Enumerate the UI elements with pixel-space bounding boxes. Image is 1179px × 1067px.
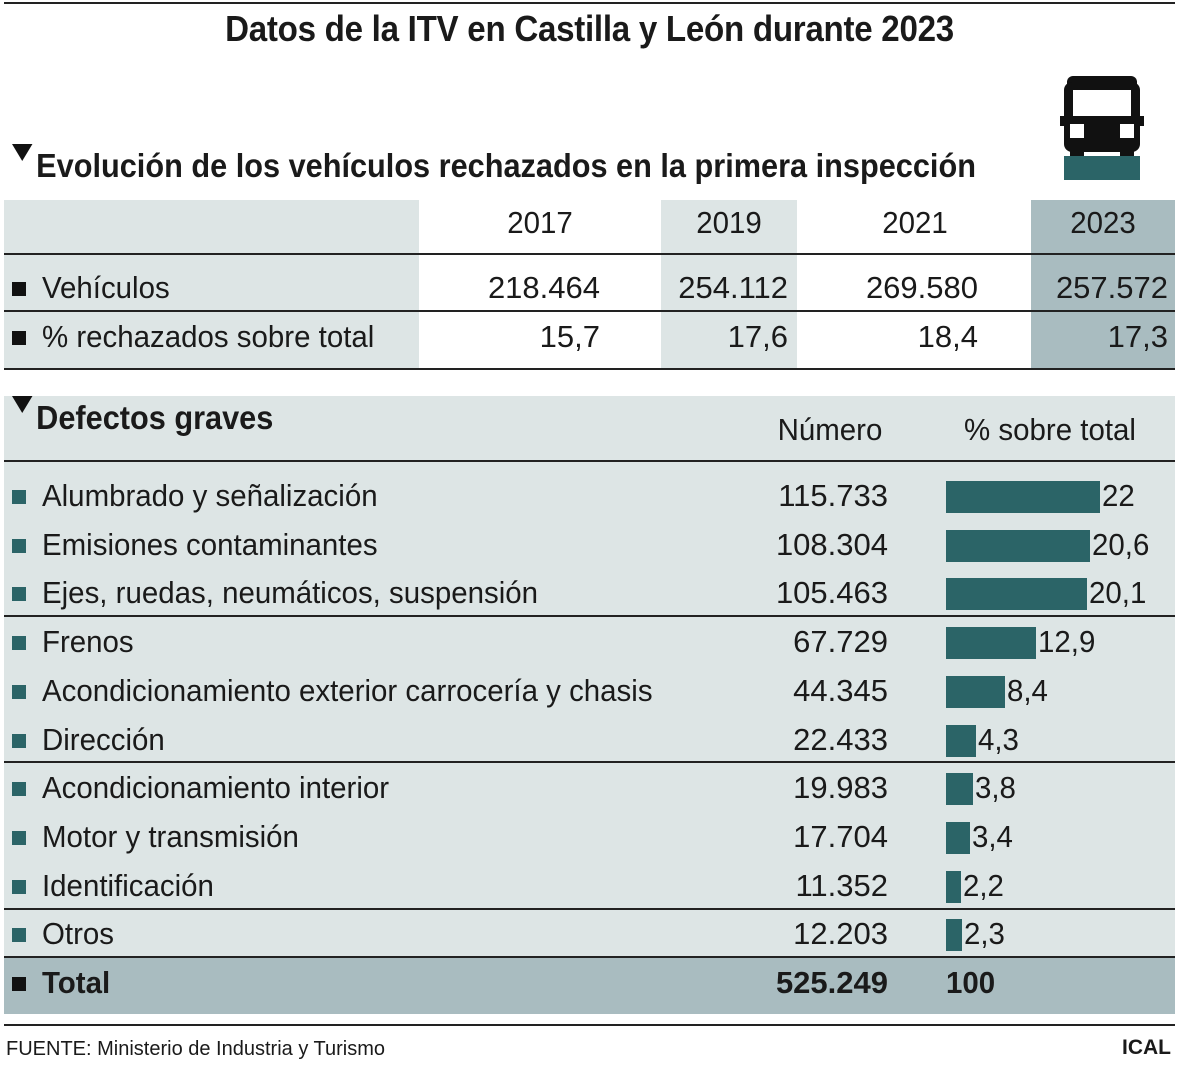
group-rule-1 (4, 615, 1175, 617)
defect-label: Alumbrado y señalización (42, 478, 378, 513)
evol-bg-labels (4, 200, 419, 368)
square-bullet-icon (12, 977, 26, 991)
total-bg (4, 956, 1175, 1014)
square-bullet-icon (12, 880, 26, 894)
evol-row-label: Vehículos (42, 270, 170, 305)
defect-numero: 22.433 (793, 722, 888, 757)
defect-label: Emisiones contaminantes (42, 527, 378, 562)
pct-label: 3,8 (975, 770, 1016, 805)
pct-bar (946, 627, 1036, 659)
evol-value: 257.572 (1055, 270, 1168, 305)
pct-bar (946, 773, 973, 805)
square-bullet-icon (12, 782, 26, 796)
defect-label: Acondicionamiento exterior carrocería y … (42, 673, 653, 708)
evol-rule-1 (4, 253, 1175, 255)
pct-label: 2,2 (963, 868, 1004, 903)
footer-source: FUENTE: Ministerio de Industria y Turism… (6, 1038, 385, 1060)
evol-row-label: % rechazados sobre total (42, 319, 375, 354)
pct-bar (946, 578, 1087, 610)
defectos-heading: Defectos graves (12, 396, 273, 437)
group-rule-3 (4, 908, 1175, 910)
evolucion-heading: Evolución de los vehículos rechazados en… (12, 144, 976, 185)
square-bullet-icon (12, 282, 26, 296)
top-rule (4, 2, 1175, 4)
defect-numero: 115.733 (778, 478, 888, 513)
year-2023: 2023 (1070, 205, 1136, 240)
square-bullet-icon (12, 490, 26, 504)
col-pct-header: % sobre total (964, 412, 1136, 447)
year-2019: 2019 (696, 205, 762, 240)
pct-label: 8,4 (1007, 673, 1048, 708)
defect-numero: 12.203 (793, 916, 888, 951)
triangle-down-icon (12, 396, 33, 413)
defect-label: Dirección (42, 722, 165, 757)
square-bullet-icon (12, 928, 26, 942)
defect-numero: 108.304 (775, 527, 888, 562)
defect-label: Identificación (42, 868, 214, 903)
square-bullet-icon (12, 734, 26, 748)
defect-numero: 67.729 (793, 624, 888, 659)
square-bullet-icon (12, 331, 26, 345)
triangle-down-icon (12, 144, 33, 161)
pct-label: 12,9 (1038, 624, 1096, 659)
square-bullet-icon (12, 685, 26, 699)
defect-label: Frenos (42, 624, 134, 659)
evol-value: 218.464 (487, 270, 600, 305)
evol-value: 18,4 (917, 319, 978, 354)
evol-bg-2019 (661, 200, 797, 368)
evol-value: 17,3 (1107, 319, 1168, 354)
total-pct: 100 (946, 965, 996, 1000)
defect-numero: 105.463 (775, 575, 888, 610)
evol-value: 254.112 (678, 270, 788, 305)
evol-value: 15,7 (539, 319, 600, 354)
year-2021: 2021 (882, 205, 948, 240)
total-rule (4, 956, 1175, 958)
pct-label: 20,1 (1089, 575, 1147, 610)
defect-numero: 17.704 (793, 819, 888, 854)
square-bullet-icon (12, 539, 26, 553)
evol-bg-2023 (1031, 200, 1175, 368)
footer-rule (4, 1024, 1175, 1026)
pct-label: 2,3 (964, 916, 1005, 951)
evol-value: 17,6 (727, 319, 788, 354)
defect-label: Motor y transmisión (42, 819, 299, 854)
square-bullet-icon (12, 587, 26, 601)
car-front-icon (1060, 76, 1144, 180)
total-numero: 525.249 (775, 965, 888, 1000)
pct-label: 4,3 (978, 722, 1019, 757)
defectos-rule-top (4, 460, 1175, 462)
square-bullet-icon (12, 831, 26, 845)
evol-rule-2 (4, 310, 1175, 312)
group-rule-2 (4, 761, 1175, 763)
pct-bar (946, 481, 1100, 513)
evol-value: 269.580 (865, 270, 978, 305)
year-2017: 2017 (507, 205, 573, 240)
pct-bar (946, 822, 970, 854)
pct-bar (946, 871, 961, 903)
footer-credit: ICAL (1122, 1036, 1171, 1059)
pct-label: 3,4 (972, 819, 1013, 854)
defect-numero: 11.352 (795, 868, 888, 903)
pct-label: 22 (1102, 478, 1135, 513)
square-bullet-icon (12, 636, 26, 650)
defect-label: Otros (42, 916, 115, 951)
page-title: Datos de la ITV en Castilla y León duran… (225, 8, 954, 49)
defect-label: Ejes, ruedas, neumáticos, suspensión (42, 575, 539, 610)
pct-bar (946, 676, 1005, 708)
pct-label: 20,6 (1092, 527, 1150, 562)
pct-bar (946, 725, 976, 757)
pct-bar (946, 530, 1090, 562)
defect-numero: 19.983 (793, 770, 888, 805)
total-label: Total (42, 965, 111, 1000)
pct-bar (946, 919, 962, 951)
defect-numero: 44.345 (793, 673, 888, 708)
col-numero-header: Número (777, 412, 883, 447)
defect-label: Acondicionamiento interior (42, 770, 390, 805)
evol-rule-3 (4, 368, 1175, 370)
